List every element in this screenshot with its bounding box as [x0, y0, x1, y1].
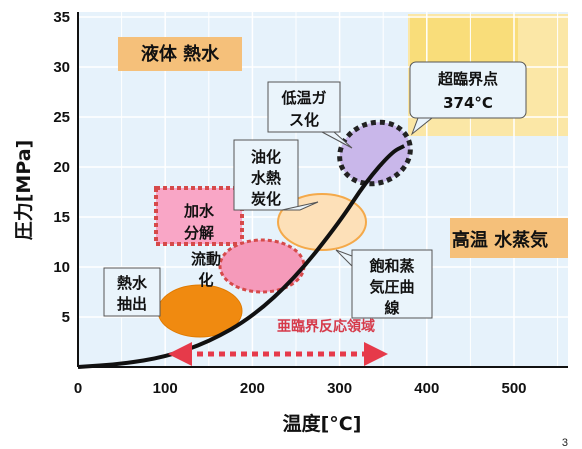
callout-hot-water-extraction: 熱水 抽出: [103, 267, 161, 317]
y-tick-label: 20: [53, 159, 70, 176]
y-tick-label: 25: [53, 109, 70, 126]
steam-region-label: 高温 水蒸気: [452, 229, 548, 251]
x-tick-label: 0: [74, 380, 82, 397]
callout-oil-carbonization: 油化 水熱 炭化: [233, 139, 319, 211]
low-temp-gasification-line1: 低温ガ: [280, 89, 326, 107]
critical-point-line2: 374°C: [443, 94, 493, 112]
y-tick-labels: 5 10 15 20 25 30 35: [53, 9, 70, 326]
x-tick-label: 100: [153, 380, 178, 397]
hydrolysis-line1: 加水: [183, 202, 215, 220]
oil-carbonization-line1: 油化: [251, 148, 281, 166]
y-tick-label: 5: [62, 309, 70, 326]
callout-hydrolysis: 加水 分解: [183, 202, 215, 242]
callout-liquefaction: 流動 化: [191, 250, 221, 289]
callout-critical-point: 超臨界点 374°C: [409, 61, 527, 136]
liquid-label-box: [118, 37, 242, 71]
y-tick-label: 15: [53, 209, 70, 226]
callout-saturation-curve: 飽和蒸 気圧曲 線: [335, 249, 433, 319]
blob-liquefaction: [218, 238, 306, 294]
x-tick-label: 300: [327, 380, 352, 397]
y-tick-label: 10: [53, 259, 70, 276]
saturation-curve-line1: 飽和蒸: [368, 257, 414, 275]
saturation-curve-line2: 気圧曲: [369, 278, 414, 296]
hot-water-extraction-line1: 熱水: [117, 274, 148, 292]
hydrolysis-line2: 分解: [184, 224, 214, 242]
low-temp-gasification-line2: ス化: [289, 111, 319, 129]
critical-point-line1: 超臨界点: [437, 70, 498, 88]
x-axis-title: 温度[°C]: [283, 412, 362, 435]
y-axis-title: 圧力[MPa]: [12, 140, 35, 241]
process-regions: [154, 119, 413, 338]
x-tick-label: 200: [240, 380, 265, 397]
subcritical-band-label: 亜臨界反応領域: [277, 318, 375, 335]
blob-hydrolysis: [154, 186, 244, 246]
x-tick-label: 400: [414, 380, 439, 397]
oil-carbonization-line2: 水熱: [251, 169, 281, 187]
y-tick-label: 30: [53, 59, 70, 76]
saturation-curve-line3: 線: [384, 299, 399, 317]
hot-water-extraction-line2: 抽出: [117, 295, 147, 313]
y-tick-label: 35: [53, 9, 70, 26]
steam-label-box: [450, 218, 568, 258]
x-tick-label: 500: [501, 380, 526, 397]
blob-low-temp-gasification: [337, 119, 413, 187]
x-tick-labels: 0 100 200 300 400 500: [74, 380, 527, 397]
page-number: 3: [562, 437, 568, 449]
liquid-region-label: 液体 熱水: [141, 43, 220, 65]
saturation-curve: [77, 144, 406, 369]
liquefaction-line2: 化: [198, 271, 213, 289]
callout-low-temp-gasification: 低温ガ ス化: [267, 81, 353, 149]
oil-carbonization-line3: 炭化: [251, 190, 281, 208]
liquefaction-line1: 流動: [191, 250, 221, 268]
subcritical-band-arrow: [168, 342, 388, 366]
